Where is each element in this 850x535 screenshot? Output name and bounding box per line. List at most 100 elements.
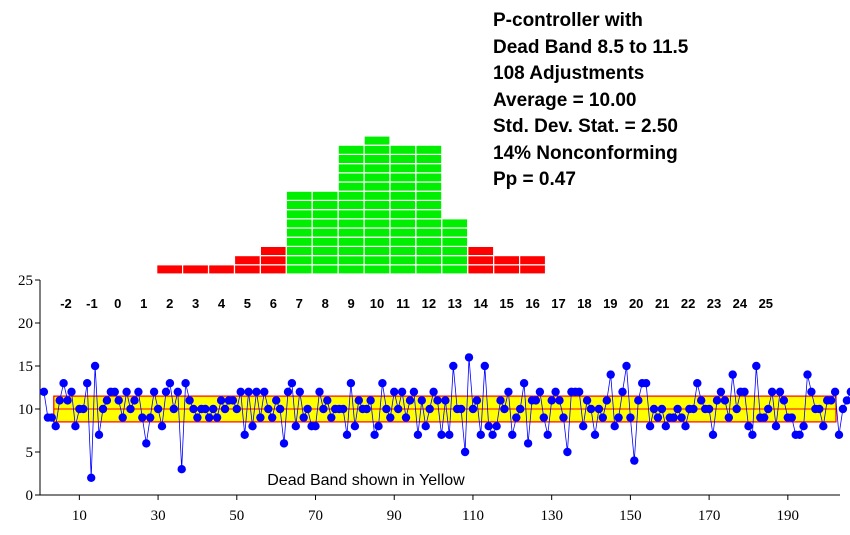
- histogram-cell: [337, 264, 365, 275]
- histogram-category-label: 18: [577, 296, 591, 311]
- data-point: [256, 413, 265, 422]
- histogram-category-label: 12: [422, 296, 436, 311]
- data-point: [516, 404, 525, 414]
- histogram-cell: [389, 209, 417, 220]
- histogram-cell: [441, 264, 469, 275]
- data-point: [720, 396, 730, 405]
- histogram-cell: [363, 135, 391, 146]
- data-point: [472, 396, 482, 405]
- data-point: [689, 404, 698, 414]
- data-point: [602, 396, 611, 405]
- data-point: [212, 413, 222, 422]
- data-point: [205, 413, 214, 422]
- histogram-cell: [363, 255, 391, 266]
- histogram-bar: [208, 264, 236, 275]
- data-point: [500, 404, 509, 414]
- data-point: [409, 387, 419, 396]
- histogram-cell: [337, 236, 365, 247]
- data-point: [645, 422, 655, 431]
- data-point: [579, 422, 588, 431]
- data-point: [704, 404, 714, 414]
- x-axis-tick-label: 150: [619, 508, 642, 524]
- histogram-cell: [415, 209, 443, 220]
- data-point: [272, 396, 281, 405]
- data-point: [382, 404, 391, 414]
- data-point: [142, 439, 151, 448]
- data-point: [724, 413, 733, 422]
- histogram-cell: [259, 255, 287, 266]
- histogram-category-label: 0: [114, 296, 121, 311]
- data-point: [468, 404, 478, 414]
- data-point: [606, 370, 615, 379]
- histogram-category-label: 6: [270, 296, 277, 311]
- data-point: [350, 422, 360, 431]
- data-point: [681, 422, 690, 431]
- data-point: [559, 413, 568, 422]
- data-point: [417, 396, 426, 405]
- histogram-cell: [415, 144, 443, 155]
- data-point: [299, 413, 308, 422]
- histogram-cell: [337, 181, 365, 192]
- data-point: [130, 396, 139, 405]
- data-point: [161, 387, 171, 396]
- data-point: [697, 396, 706, 405]
- data-point: [118, 413, 127, 422]
- data-point: [807, 387, 816, 396]
- data-point: [303, 404, 312, 414]
- data-point: [338, 404, 348, 414]
- histogram-cell: [389, 264, 417, 275]
- histogram-category-label: 17: [551, 296, 565, 311]
- data-point: [327, 413, 336, 422]
- stats-line-title-2: Dead Band 8.5 to 11.5: [493, 36, 689, 58]
- histogram-cell: [363, 227, 391, 238]
- histogram-cell: [337, 255, 365, 266]
- histogram-cell: [285, 255, 313, 266]
- data-point: [819, 422, 828, 431]
- data-point: [138, 413, 147, 422]
- data-point: [323, 396, 332, 405]
- data-point: [397, 387, 407, 396]
- histogram-cell: [467, 264, 495, 275]
- histogram-cell: [233, 255, 261, 266]
- histogram-category-label: 16: [525, 296, 539, 311]
- histogram-cell: [233, 264, 261, 275]
- data-point: [413, 430, 423, 439]
- data-point: [795, 430, 804, 439]
- data-point: [157, 422, 167, 431]
- x-axis-tick-label: 90: [387, 508, 402, 524]
- histogram-category-label: 7: [296, 296, 303, 311]
- stats-line-average: Average = 10.00: [493, 89, 637, 111]
- data-point: [126, 404, 135, 414]
- histogram-category-label: 4: [218, 296, 226, 311]
- data-point: [803, 370, 812, 379]
- data-point: [394, 404, 403, 414]
- histogram-category-label: 14: [473, 296, 488, 311]
- histogram-cell: [389, 153, 417, 165]
- histogram-cell: [363, 199, 391, 211]
- data-point: [374, 422, 383, 431]
- histogram-cell: [363, 163, 391, 174]
- x-axis-tick-label: 130: [540, 508, 563, 524]
- data-point: [146, 413, 155, 422]
- data-point: [661, 422, 670, 431]
- run-chart-series: [39, 353, 850, 482]
- chart-caption: Dead Band shown in Yellow: [267, 472, 465, 489]
- data-point: [114, 396, 123, 405]
- histogram-cell: [389, 172, 417, 183]
- data-point: [508, 430, 517, 439]
- data-point: [71, 422, 80, 431]
- histogram-category-label: 13: [448, 296, 462, 311]
- data-point: [98, 404, 108, 414]
- histogram-cell: [259, 245, 287, 257]
- data-point: [201, 404, 210, 414]
- data-point: [102, 396, 112, 405]
- data-point: [63, 396, 72, 405]
- histogram-cell: [337, 163, 365, 174]
- data-point: [752, 361, 761, 371]
- data-point: [653, 413, 663, 422]
- data-point: [830, 387, 840, 396]
- data-point: [264, 404, 273, 414]
- histogram-cell: [363, 264, 391, 275]
